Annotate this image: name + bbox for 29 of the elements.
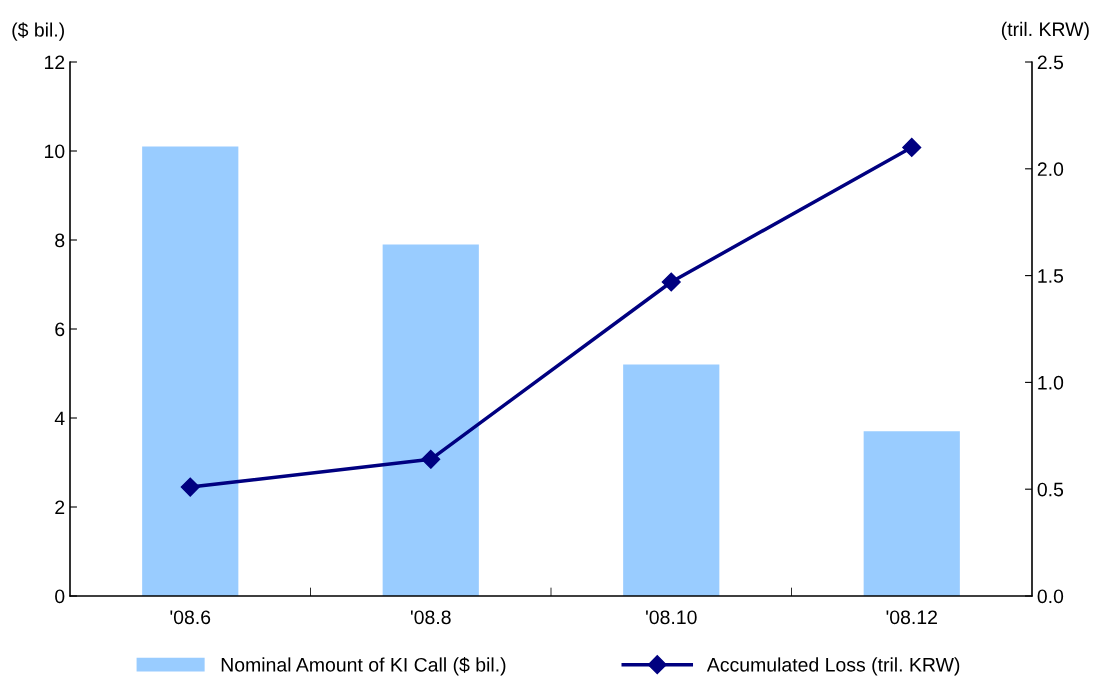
- x-tick-label: '08.12: [886, 610, 937, 625]
- point: [902, 137, 922, 157]
- legend-label: Nominal Amount of KI Call ($ bil.): [221, 657, 506, 676]
- point: [421, 449, 441, 469]
- x-tick-label: '08.8: [410, 610, 451, 625]
- x-tick-label: '08.6: [170, 610, 211, 625]
- y-tick-label: 0: [55, 589, 65, 604]
- y2-tick-label: 2.5: [1037, 55, 1064, 70]
- point: [180, 477, 200, 497]
- y-tick-label: 2: [55, 500, 65, 515]
- x-tick-label: '08.10: [646, 610, 697, 625]
- y2-tick-label: 0.5: [1037, 482, 1064, 497]
- y-tick-label: 10: [45, 144, 65, 159]
- bar: [142, 146, 239, 596]
- y2-tick-label: 2.0: [1037, 162, 1064, 177]
- point: [661, 272, 681, 292]
- y2-axis-title: (tril. KRW): [1001, 21, 1089, 40]
- bar: [623, 364, 720, 596]
- y-tick-label: 6: [55, 322, 65, 337]
- y2-tick-label: 0.0: [1037, 589, 1064, 604]
- bar: [382, 244, 479, 596]
- bar: [863, 431, 960, 596]
- y2-tick-label: 1.0: [1038, 375, 1064, 390]
- y-tick-label: 8: [55, 233, 65, 248]
- legend-label: Accumulated Loss (tril. KRW): [706, 657, 960, 676]
- y-axis-title: ($ bil.): [12, 22, 64, 41]
- y-tick-label: 12: [45, 55, 65, 70]
- y-tick-label: 4: [54, 411, 65, 426]
- y2-tick-label: 1.5: [1038, 269, 1064, 283]
